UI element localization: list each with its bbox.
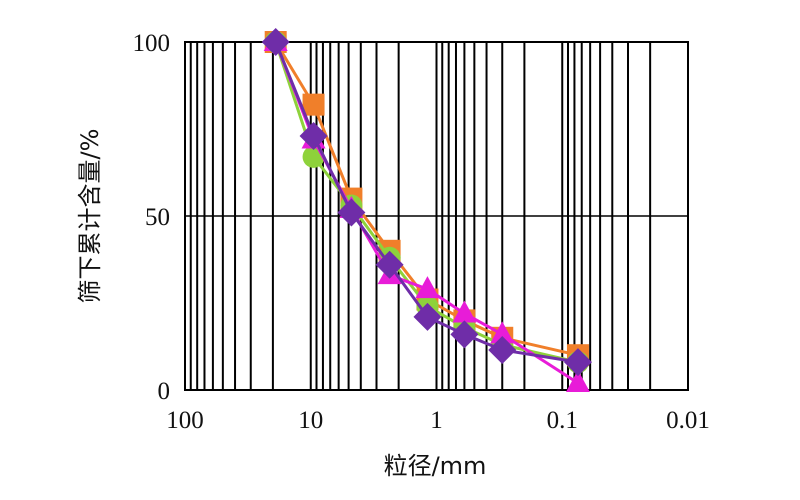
diamond-marker bbox=[261, 28, 290, 56]
triangle-marker bbox=[490, 321, 515, 344]
x-tick-label: 100 bbox=[166, 407, 204, 434]
plot-frame bbox=[184, 41, 689, 391]
diamond-marker bbox=[563, 348, 592, 377]
diamond-marker bbox=[375, 250, 404, 279]
y-tick-label: 0 bbox=[158, 378, 171, 405]
diamond-marker bbox=[299, 121, 328, 150]
series-layer bbox=[261, 28, 592, 393]
diamond-marker bbox=[488, 335, 517, 364]
y-tick-label: 100 bbox=[133, 30, 171, 57]
series-purple bbox=[261, 28, 592, 377]
x-tick-label: 1 bbox=[430, 407, 443, 434]
y-tick-label: 50 bbox=[145, 204, 170, 231]
x-tick-label: 0.01 bbox=[666, 407, 710, 434]
x-tick-label: 0.1 bbox=[547, 407, 578, 434]
square-marker bbox=[302, 93, 325, 116]
y-axis-title: 筛下累计含量/% bbox=[76, 129, 104, 304]
triangle-marker bbox=[452, 300, 477, 323]
series-pink bbox=[263, 29, 590, 393]
y-tick-labels: 0 50 100 bbox=[133, 30, 171, 405]
grid-lines bbox=[185, 42, 688, 390]
triangle-marker bbox=[565, 370, 590, 393]
x-tick-labels: 100 10 1 0.1 0.01 bbox=[166, 407, 710, 434]
diamond-marker bbox=[450, 320, 479, 349]
x-axis-title: 粒径/mm bbox=[384, 452, 487, 480]
diamond-marker bbox=[413, 302, 442, 331]
triangle-marker bbox=[415, 276, 440, 299]
x-tick-label: 10 bbox=[298, 407, 323, 434]
diamond-marker bbox=[337, 198, 366, 227]
